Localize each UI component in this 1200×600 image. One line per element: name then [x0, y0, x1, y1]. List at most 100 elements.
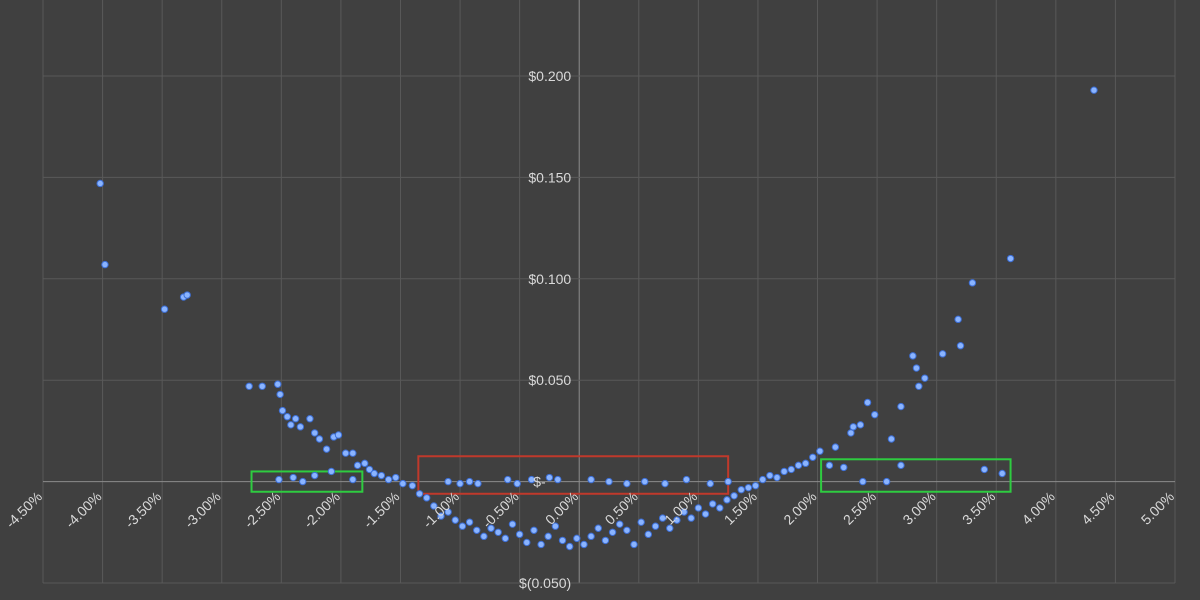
data-point [608, 528, 617, 536]
data-point [444, 477, 452, 486]
data-point [701, 510, 710, 518]
data-point [245, 382, 253, 390]
data-point [751, 481, 760, 490]
data-point [349, 449, 357, 457]
data-point [998, 469, 1006, 478]
data-point [716, 504, 724, 512]
data-point [651, 522, 660, 530]
data-point [856, 421, 865, 429]
data-point [573, 534, 581, 543]
data-point [315, 435, 324, 443]
data-point [430, 502, 438, 510]
data-point [283, 413, 291, 421]
data-point [863, 398, 872, 407]
data-point [644, 530, 653, 539]
data-point [545, 473, 554, 482]
data-point [759, 475, 767, 484]
data-point [816, 447, 824, 455]
data-point [680, 508, 688, 516]
data-point [637, 518, 645, 526]
data-point [682, 475, 691, 484]
data-point [587, 475, 595, 484]
data-point [334, 431, 343, 439]
data-point [809, 453, 817, 461]
data-point [744, 483, 753, 492]
data-point [773, 473, 781, 482]
data-point [504, 475, 512, 484]
data-point [554, 475, 562, 484]
data-point [565, 542, 574, 551]
data-point [737, 486, 745, 494]
data-point [882, 477, 891, 486]
data-point [980, 465, 989, 474]
data-point [96, 179, 104, 188]
data-point [623, 479, 631, 488]
data-point [673, 516, 681, 524]
data-point [587, 532, 595, 541]
data-point [349, 475, 357, 484]
data-point [847, 429, 855, 437]
data-point [306, 415, 314, 423]
y-tick-label: $0.150 [528, 169, 571, 185]
data-point [399, 479, 407, 488]
green-highlight-box [820, 458, 1012, 493]
green-highlight-box [250, 470, 364, 493]
data-point [956, 342, 965, 350]
data-point [1090, 86, 1098, 94]
data-point [630, 540, 638, 549]
data-point [415, 490, 424, 498]
data-point [501, 534, 510, 543]
data-point [322, 445, 331, 453]
red-highlight-box [417, 455, 730, 495]
data-point [523, 538, 531, 547]
data-point [451, 516, 459, 524]
data-point [558, 536, 567, 545]
y-tick-label: $- [533, 474, 546, 490]
data-point [641, 477, 649, 486]
data-point [458, 522, 467, 530]
data-point [831, 443, 840, 451]
data-point [392, 473, 400, 482]
data-point [766, 471, 774, 480]
data-point [377, 471, 386, 480]
data-point [530, 526, 538, 534]
data-point [437, 512, 445, 520]
data-point [706, 479, 714, 488]
data-point [101, 260, 109, 269]
data-point [921, 374, 929, 382]
data-point [794, 461, 803, 470]
data-point [287, 421, 295, 429]
data-point [897, 461, 905, 470]
data-point [465, 518, 474, 526]
data-point [408, 481, 417, 490]
data-point [422, 494, 431, 502]
y-tick-labels: $(0.050) $- $0.050 $0.100 $0.150 $0.200 [519, 68, 571, 591]
data-point [537, 540, 545, 549]
data-point [474, 479, 482, 488]
data-point [694, 504, 703, 512]
data-point [616, 520, 624, 528]
data-point [513, 479, 521, 488]
data-point [801, 459, 810, 468]
data-point [544, 532, 552, 541]
data-point [605, 477, 613, 486]
data-point [780, 467, 788, 476]
data-point [938, 350, 947, 358]
data-points [96, 86, 1098, 551]
data-point [594, 524, 602, 532]
data-point [1006, 254, 1015, 263]
data-point [473, 526, 481, 534]
data-point [723, 496, 731, 504]
data-point [444, 508, 452, 516]
data-point [551, 522, 560, 530]
data-point [299, 477, 307, 486]
data-point [480, 532, 488, 541]
data-point [353, 461, 362, 470]
data-point [160, 305, 169, 313]
data-point [909, 352, 917, 360]
data-point [787, 465, 796, 474]
data-point [515, 530, 524, 539]
data-point [661, 479, 669, 488]
